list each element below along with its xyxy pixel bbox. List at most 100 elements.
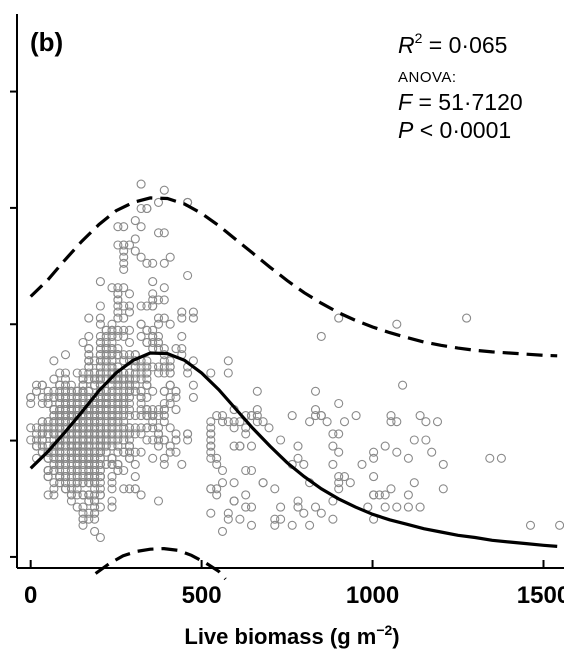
data-point — [386, 417, 396, 427]
data-point — [293, 502, 303, 512]
data-point — [119, 398, 129, 409]
data-point — [55, 447, 65, 457]
data-point — [95, 453, 105, 463]
data-point — [212, 453, 222, 463]
x-tick-label: 500 — [182, 582, 222, 609]
data-point — [206, 423, 216, 433]
data-point — [153, 411, 164, 421]
data-point — [37, 423, 47, 433]
data-point — [31, 380, 42, 390]
data-point — [119, 331, 129, 341]
data-point — [78, 490, 88, 500]
data-point — [485, 453, 495, 463]
data-point — [136, 490, 146, 500]
data-point — [72, 453, 82, 463]
data-point — [113, 435, 123, 445]
data-point — [130, 429, 140, 439]
data-point — [107, 435, 117, 445]
data-point — [153, 496, 164, 506]
data-point — [90, 374, 100, 384]
data-point — [113, 398, 123, 409]
data-point — [43, 465, 53, 476]
data-point — [95, 362, 105, 372]
data-point — [136, 447, 146, 457]
data-point — [369, 447, 379, 457]
data-point — [60, 484, 71, 494]
data-point — [357, 459, 367, 469]
data-point — [119, 386, 129, 396]
data-point — [316, 331, 326, 341]
data-point — [165, 447, 175, 457]
data-point — [130, 362, 140, 372]
data-point — [153, 313, 164, 323]
data-point — [136, 362, 146, 372]
data-point — [90, 472, 100, 482]
data-point — [66, 478, 76, 488]
data-point — [328, 429, 338, 439]
data-point — [217, 417, 228, 427]
data-point — [159, 398, 169, 409]
data-point — [72, 423, 82, 433]
data-point — [334, 313, 344, 323]
data-point — [49, 447, 59, 457]
data-point — [130, 234, 140, 244]
data-point — [153, 405, 164, 415]
data-point — [95, 374, 105, 384]
data-point — [101, 398, 111, 409]
data-point — [60, 386, 71, 396]
data-point — [235, 417, 245, 427]
data-point — [241, 490, 251, 500]
data-point — [142, 258, 152, 268]
data-point — [328, 441, 338, 451]
data-point — [84, 447, 94, 457]
data-point — [124, 447, 135, 457]
data-point — [124, 429, 135, 439]
data-point — [124, 435, 135, 445]
data-point — [72, 465, 82, 476]
data-point — [95, 484, 105, 494]
data-point — [130, 386, 140, 396]
data-point — [130, 484, 140, 494]
data-point — [119, 374, 129, 384]
data-point — [43, 398, 53, 409]
data-point — [90, 502, 100, 512]
data-point — [153, 362, 164, 372]
data-point — [107, 405, 117, 415]
data-point — [37, 392, 47, 402]
data-point — [55, 405, 65, 415]
data-point — [136, 179, 146, 189]
data-point — [229, 417, 239, 427]
data-point — [78, 386, 88, 396]
data-point — [124, 307, 135, 317]
data-point — [334, 472, 344, 482]
data-point — [95, 417, 105, 427]
data-point — [60, 417, 71, 427]
data-point — [107, 472, 117, 482]
data-point — [55, 398, 65, 409]
data-point — [119, 350, 129, 360]
data-point — [206, 417, 216, 427]
data-point — [60, 374, 71, 384]
data-point — [124, 325, 135, 335]
data-point — [276, 514, 286, 524]
data-point — [130, 472, 140, 482]
data-point — [49, 478, 59, 488]
data-point — [165, 319, 175, 329]
data-point — [90, 465, 100, 476]
data-point — [43, 447, 53, 457]
data-point — [95, 490, 105, 500]
data-point — [107, 392, 117, 402]
data-point — [119, 392, 129, 402]
data-point — [55, 392, 65, 402]
data-point — [148, 405, 158, 415]
data-point — [101, 356, 111, 366]
data-point — [95, 319, 105, 329]
data-point — [95, 502, 105, 512]
data-point — [84, 453, 94, 463]
data-point — [107, 350, 117, 360]
data-point — [171, 344, 181, 354]
data-point — [107, 502, 117, 512]
data-point — [555, 520, 564, 530]
data-point — [26, 435, 36, 445]
